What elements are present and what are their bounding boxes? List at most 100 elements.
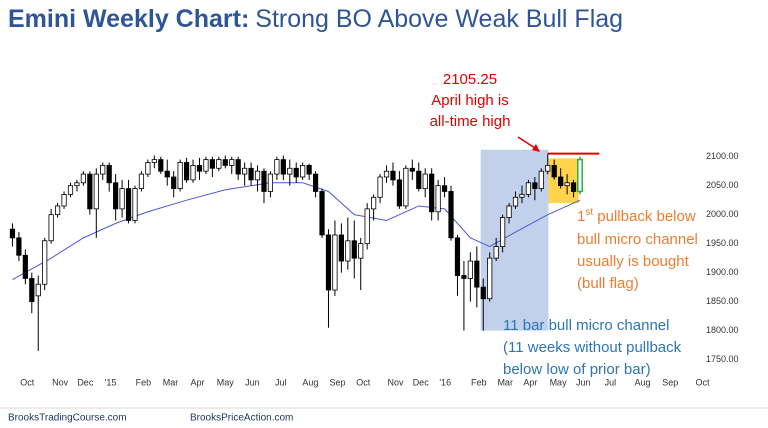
ordinal-suffix: st (585, 207, 593, 218)
candle-body (409, 167, 415, 172)
y-tick-label: 2100.00 (706, 151, 739, 161)
candle-body (493, 246, 499, 259)
x-tick-label: Aug (302, 377, 318, 387)
candle-body (429, 173, 435, 213)
candle-body (29, 278, 35, 303)
x-tick-label: Feb (136, 377, 152, 387)
candle-body (196, 164, 203, 172)
x-tick-label: Jul (275, 377, 287, 387)
x-tick-label: '15 (105, 377, 117, 387)
candle-body (138, 173, 145, 189)
candle-body (113, 182, 119, 210)
candle-body (454, 237, 461, 276)
candle-body (151, 159, 157, 163)
y-tick-label: 1750.00 (706, 354, 739, 364)
x-tick-label: Jun (245, 377, 260, 387)
candle-body (145, 162, 151, 175)
candle-body (209, 159, 215, 169)
candle-body (377, 176, 383, 198)
candle-body (300, 164, 306, 178)
candle-body (125, 188, 132, 221)
candle-body (435, 185, 441, 213)
annotation: below low of prior bar) (503, 361, 651, 378)
candle-body (467, 260, 473, 279)
x-tick-label: Jul (605, 377, 617, 387)
candle-body (87, 173, 93, 210)
candle-body (551, 164, 557, 178)
candle-body (132, 188, 138, 221)
candle-body (229, 159, 235, 166)
candle-body (216, 159, 222, 169)
annotation: 1st pullback below (577, 207, 696, 225)
x-tick-label: May (217, 377, 235, 387)
candle-body (242, 167, 248, 175)
candle-body (422, 173, 428, 189)
candle-body (319, 191, 325, 236)
candle-body (183, 162, 190, 181)
candle-body (16, 237, 22, 256)
candle-body (512, 196, 519, 207)
candle-body (500, 217, 506, 247)
annotation: 11 bar bull micro channel (503, 317, 669, 334)
candle-body (177, 162, 183, 189)
candle-body (74, 182, 80, 187)
y-tick-label: 2000.00 (706, 209, 739, 219)
annotation: April high is (431, 92, 509, 109)
candle-body (480, 286, 486, 300)
annotation: (11 weeks without pullback (503, 339, 682, 356)
annotation: (bull flag) (577, 275, 639, 292)
x-tick-label: Dec (413, 377, 430, 387)
candle-body (325, 234, 332, 291)
x-tick-label: '16 (439, 377, 451, 387)
candle-body (403, 167, 409, 207)
candle-body (577, 158, 583, 193)
arrow-head (532, 144, 540, 152)
candle-body (525, 182, 532, 195)
candle-body (448, 191, 454, 239)
ordinal: 1 (577, 208, 585, 225)
candle-body (390, 170, 396, 181)
candle-body (93, 173, 99, 210)
candle-body (338, 234, 344, 262)
annotation: all-time high (430, 113, 511, 130)
candle-body (80, 173, 86, 184)
candle-body (474, 260, 480, 288)
y-tick-label: 1950.00 (706, 238, 739, 248)
footer-link: BrooksPriceAction.com (190, 413, 293, 424)
candle-body (261, 170, 267, 192)
candle-body (61, 193, 67, 207)
candle-body (235, 159, 241, 175)
candle-body (22, 254, 28, 279)
x-tick-label: Apr (191, 377, 205, 387)
candle-body (267, 173, 274, 192)
candle-body (287, 167, 293, 175)
x-tick-label: May (550, 377, 568, 387)
subtitle: Strong BO Above Weak Bull Flag (255, 5, 623, 33)
candle-body (570, 182, 577, 192)
x-tick-label: Sep (329, 377, 345, 387)
candle-body (248, 167, 254, 181)
candle-body (332, 234, 338, 291)
candle-body (42, 240, 48, 285)
april-high-label: 2105.25 (443, 71, 497, 88)
x-tick-label: Dec (77, 377, 94, 387)
x-tick-label: Apr (523, 377, 537, 387)
y-tick-label: 1900.00 (706, 267, 739, 277)
x-tick-label: Oct (20, 377, 35, 387)
candle-body (100, 164, 106, 175)
annotation: usually is bought (577, 253, 690, 270)
y-tick-label: 1800.00 (706, 325, 739, 335)
candle-body (48, 214, 54, 242)
x-tick-label: Oct (356, 377, 371, 387)
candle-body (35, 283, 41, 297)
candle-body (203, 159, 209, 172)
title: Emini Weekly Chart: (8, 5, 249, 33)
candle-body (222, 159, 228, 166)
candle-body (119, 188, 125, 210)
candle-body (364, 208, 370, 245)
x-tick-label: Oct (696, 377, 711, 387)
candle-body (487, 257, 493, 300)
candle-body (545, 164, 551, 172)
candle-body (519, 193, 525, 198)
x-tick-label: Mar (497, 377, 513, 387)
